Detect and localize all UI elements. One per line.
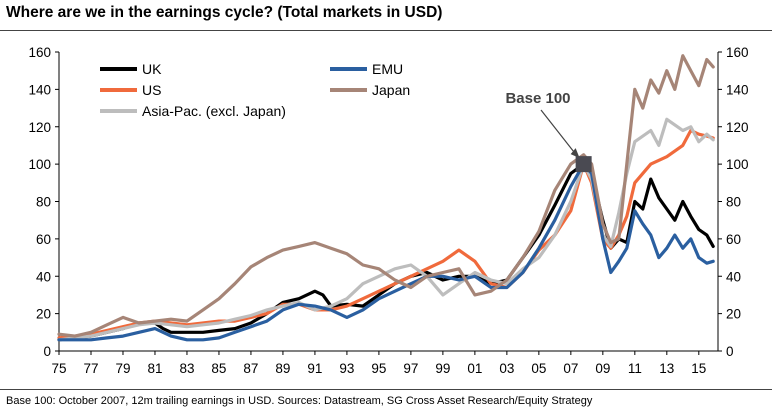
series-line-japan [57,54,715,338]
series-line-emu [57,162,715,342]
x-tick-label: 81 [147,361,162,376]
base-100-annotation: Base 100 [505,90,592,173]
x-tick-label: 09 [595,361,610,376]
legend-label-asia-pac-excl-japan: Asia-Pac. (excl. Japan) [142,103,286,119]
y-tick-label-right: 100 [726,157,749,172]
x-tick-label: 85 [211,361,226,376]
y-tick-label-right: 160 [726,45,749,60]
y-tick-label-left: 160 [28,45,51,60]
annotation-arrow-head [570,148,580,159]
y-tick-label-left: 100 [28,157,51,172]
x-tick-label: 01 [467,361,482,376]
y-tick-label-right: 0 [726,344,734,359]
legend: UK EMU US Japan Asia-Pac. (excl. Japan) [100,61,410,119]
source-note: Base 100: October 2007, 12m trailing ear… [6,395,593,407]
y-tick-label-left: 40 [36,269,51,284]
x-tick-label: 99 [435,361,450,376]
x-tick-label: 15 [691,361,706,376]
x-tick-label: 77 [83,361,98,376]
y-tick-label-left: 0 [43,344,51,359]
x-tick-label: 03 [499,361,514,376]
y-tick-label-right: 80 [726,195,741,210]
y-tick-label-right: 140 [726,82,749,97]
x-tick-label: 97 [403,361,418,376]
annotation-arrow-line [540,109,577,155]
legend-label-japan: Japan [372,82,410,98]
series-lines [57,54,715,342]
series-line-us [57,128,715,340]
y-tick-label-left: 60 [36,232,51,247]
axes: 0 0 20 20 40 40 60 60 80 80 100 100 120 120 140 140 160 1… [28,45,748,376]
y-tick-label-left: 120 [28,120,51,135]
y-tick-label-right: 20 [726,307,741,322]
annotation-label: Base 100 [505,90,570,107]
x-tick-label: 83 [179,361,194,376]
y-tick-label-left: 80 [36,195,51,210]
legend-label-emu: EMU [372,61,403,77]
title-divider [0,30,772,31]
source-divider [0,389,772,390]
base-100-marker [575,156,592,173]
chart-title: Where are we in the earnings cycle? (Tot… [6,4,443,21]
x-tick-label: 79 [115,361,130,376]
earnings-cycle-line-chart: 0 0 20 20 40 40 60 60 80 80 100 100 120 120 140 140 160 1… [28,45,748,376]
x-tick-label: 93 [339,361,354,376]
series-line-uk [57,162,715,342]
y-tick-label-left: 20 [36,307,51,322]
x-tick-label: 95 [371,361,386,376]
legend-label-uk: UK [142,61,162,77]
x-tick-label: 91 [307,361,322,376]
x-tick-label: 05 [531,361,546,376]
x-tick-label: 07 [563,361,578,376]
series-line-asia-pac-excl-japan [57,117,715,342]
x-tick-label: 11 [628,361,642,376]
x-tick-label: 75 [51,361,66,376]
x-tick-label: 87 [243,361,258,376]
x-tick-label: 13 [659,361,674,376]
y-tick-label-left: 140 [28,82,51,97]
legend-label-us: US [142,82,161,98]
y-tick-label-right: 40 [726,269,741,284]
y-tick-label-right: 120 [726,120,749,135]
y-tick-label-right: 60 [726,232,741,247]
x-tick-label: 89 [275,361,290,376]
